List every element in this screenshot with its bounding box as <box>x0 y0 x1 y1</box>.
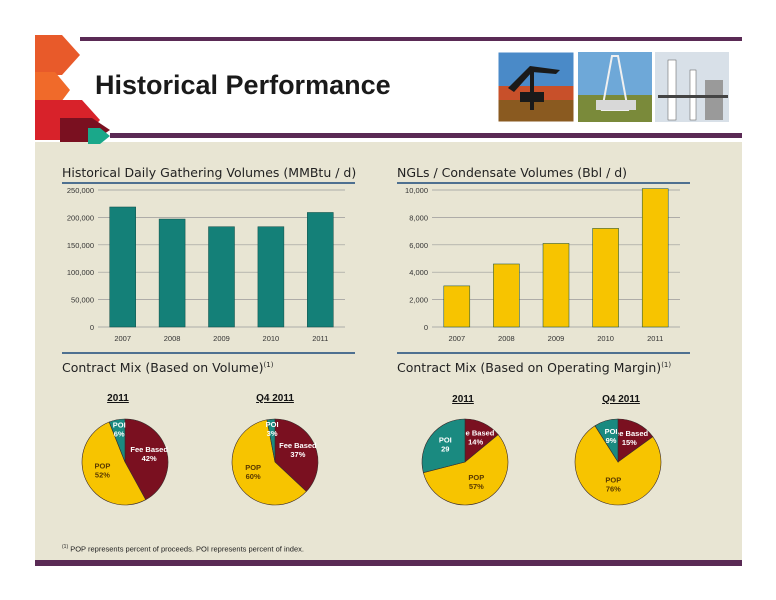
volumes-chart-title: Historical Daily Gathering Volumes (MMBt… <box>62 165 356 180</box>
ngl-bar-2008 <box>493 263 520 328</box>
volume-mix-slice-label: POP 52% <box>95 462 111 480</box>
footnote-marker: (1) <box>62 544 69 550</box>
volume-mix-pie-title: Q4 2011 <box>256 393 294 404</box>
ngl-xtick-label: 2011 <box>647 334 663 343</box>
volumes-xtick-label: 2011 <box>312 334 328 343</box>
volumes-bar-2011 <box>307 212 334 328</box>
header-top-rule <box>80 37 742 41</box>
ngl-ytick-label: 4,000 <box>409 268 428 277</box>
volumes-xtick-label: 2008 <box>164 334 181 343</box>
volume-mix-title-sup: (1) <box>264 361 274 369</box>
volumes-bar-2007 <box>109 206 136 328</box>
ngl-bar-2010 <box>592 228 619 328</box>
margin-mix-slice-label: Fee Based 15% <box>611 429 649 447</box>
volume-mix-pies: 2011 Fee Based 42% POP 52% POI 6% Q4 2011 Fee Ba… <box>81 393 319 506</box>
volume-mix-slice-label: Fee Based 42% <box>130 445 168 463</box>
ngl-ytick-label: 2,000 <box>409 296 428 305</box>
footnote: (1) POP represents percent of proceeds. … <box>62 544 304 554</box>
volumes-bar-chart: 0 50,000 100,000 150,000 200,000 250,000 2007 2… <box>67 186 345 343</box>
footer-rule <box>35 560 742 566</box>
volume-mix-slice-fee-based <box>124 418 169 501</box>
margin-mix-title-sup: (1) <box>661 361 671 369</box>
ngl-xtick-label: 2007 <box>448 334 465 343</box>
volume-mix-title: Contract Mix (Based on Volume)(1) <box>62 360 274 375</box>
ngl-xtick-label: 2008 <box>498 334 515 343</box>
ngl-xtick-label: 2009 <box>548 334 565 343</box>
page-title: Historical Performance <box>95 70 391 100</box>
volumes-ytick-label: 50,000 <box>71 296 94 305</box>
volume-mix-slice-pop <box>81 421 147 506</box>
ngl-ytick-label: 6,000 <box>409 241 428 250</box>
margin-mix-slice-label: POI 29 <box>439 436 452 454</box>
volume-mix-slice-fee-based <box>274 418 319 492</box>
decorative-arrows <box>35 35 110 144</box>
header-bottom-rule <box>110 133 742 138</box>
volumes-bar-2009 <box>208 226 235 328</box>
volume-mix-slice-label: POI 6% <box>113 421 126 439</box>
volume-mix-slice-label: POP 60% <box>245 463 261 481</box>
volume-mix-slice-poi <box>266 418 276 463</box>
volume-mix-slice-label: POI 3% <box>266 420 279 438</box>
volumes-xtick-label: 2009 <box>213 334 230 343</box>
header-photos <box>497 51 729 123</box>
margin-mix-slice-poi <box>421 418 466 474</box>
ngl-bar-2011 <box>641 188 669 328</box>
ngl-xtick-label: 2010 <box>597 334 614 343</box>
margin-mix-title-text: Contract Mix (Based on Operating Margin) <box>397 360 661 375</box>
margin-mix-slice-poi <box>594 418 619 464</box>
ngl-ytick-label: 8,000 <box>409 213 428 222</box>
footnote-text: POP represents percent of proceeds. POI … <box>70 544 304 554</box>
volumes-bar-2008 <box>158 218 186 328</box>
ngl-chart-title: NGLs / Condensate Volumes (Bbl / d) <box>397 165 627 180</box>
volume-mix-pie-1: Q4 2011 Fee Based 37% POP 60% POI 3% <box>231 393 319 506</box>
volume-mix-slice-label: Fee Based 37% <box>279 441 317 459</box>
margin-mix-pies: 2011 Fee Based 14% POP 57% POI 29 Q4 2011 Fee Ba… <box>421 394 662 506</box>
volumes-ytick-label: 250,000 <box>67 186 94 195</box>
margin-mix-pie-1: Q4 2011 Fee Based 15% POP 76% POI 9% <box>574 394 662 506</box>
volumes-ytick-label: 0 <box>90 323 94 332</box>
margin-mix-pie-title: Q4 2011 <box>602 394 640 405</box>
volumes-ytick-label: 100,000 <box>67 268 94 277</box>
margin-mix-pie-title: 2011 <box>452 394 474 405</box>
ngl-ytick-label: 0 <box>424 323 428 332</box>
margin-mix-slice-pop <box>574 425 662 506</box>
volumes-xtick-label: 2007 <box>114 334 131 343</box>
volume-mix-slice-poi <box>108 418 126 463</box>
margin-mix-slice-label: POI 9% <box>605 427 618 445</box>
margin-mix-pie-0: 2011 Fee Based 14% POP 57% POI 29 <box>421 394 509 506</box>
volume-mix-pie-0: 2011 Fee Based 42% POP 52% POI 6% <box>81 393 169 506</box>
volume-mix-slice-pop <box>231 419 307 506</box>
margin-mix-slice-label: POP 76% <box>605 475 621 493</box>
teal-arrow-shape <box>88 128 110 144</box>
volume-mix-title-text: Contract Mix (Based on Volume) <box>62 360 264 375</box>
drilling-rig-photo <box>578 52 652 122</box>
volumes-ytick-label: 150,000 <box>67 241 94 250</box>
ngl-ytick-label: 10,000 <box>405 186 428 195</box>
volumes-ytick-label: 200,000 <box>67 213 94 222</box>
volumes-xtick-label: 2010 <box>263 334 280 343</box>
ngl-bar-chart: 0 2,000 4,000 6,000 8,000 10,000 2007 2008 2009 2… <box>405 186 680 343</box>
margin-mix-slice-label: POP 57% <box>468 473 484 491</box>
volume-mix-pie-title: 2011 <box>107 393 129 404</box>
pumpjack-photo <box>498 52 574 122</box>
orange-arrow-shape <box>35 35 80 75</box>
margin-mix-slice-pop <box>422 434 509 506</box>
ngl-bar-2007 <box>443 285 471 328</box>
margin-mix-title: Contract Mix (Based on Operating Margin)… <box>397 360 671 375</box>
ngl-bar-2009 <box>542 243 570 328</box>
processing-plant-photo <box>655 52 729 122</box>
margin-mix-slice-label: Fee Based 14% <box>457 428 495 446</box>
volumes-bar-2010 <box>257 226 285 328</box>
